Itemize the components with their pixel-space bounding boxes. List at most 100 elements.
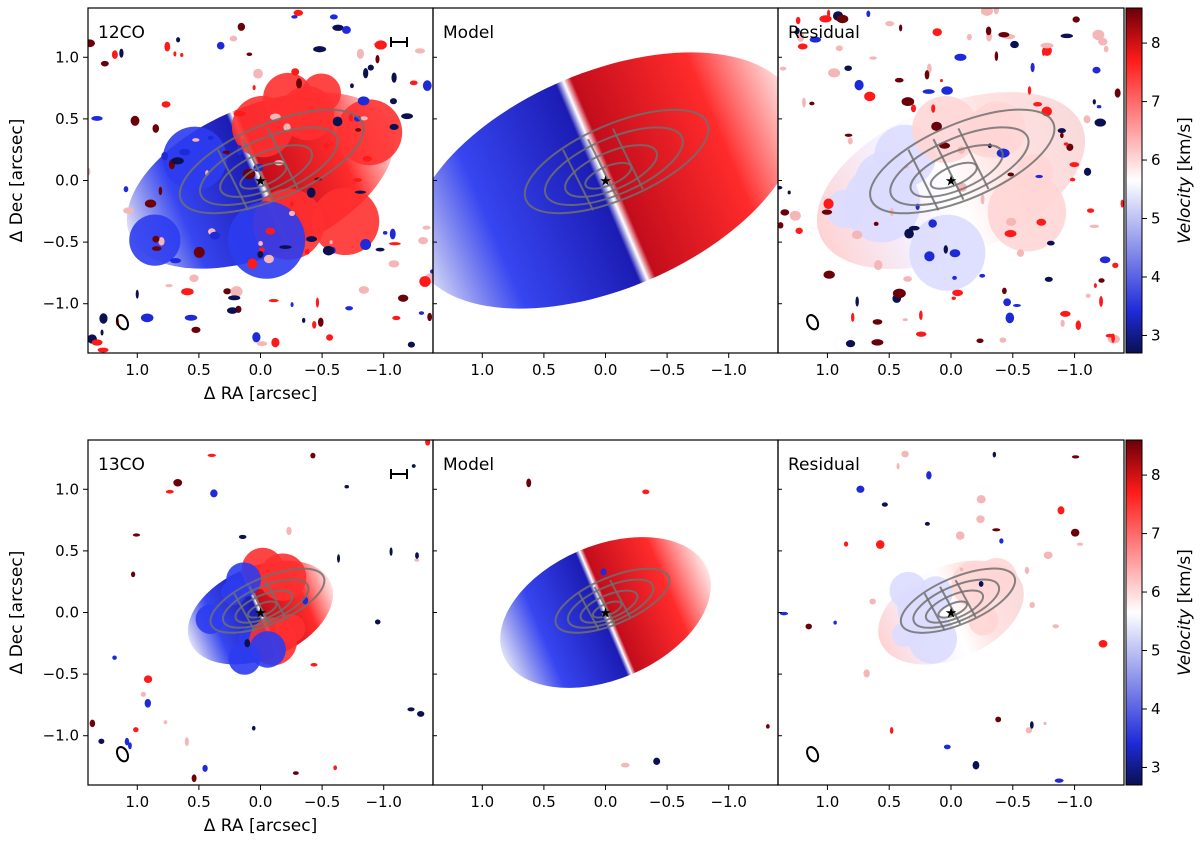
noise-blob	[257, 250, 264, 258]
noise-blob	[1013, 303, 1021, 308]
x-tick-label: −1.0	[365, 793, 401, 811]
colorbar-tick-label: 3	[1151, 326, 1161, 344]
noise-blob	[228, 295, 241, 301]
x-tick-label: 0.0	[939, 793, 963, 811]
noise-blob	[389, 123, 399, 131]
emission-region	[500, 537, 711, 688]
disk-ring	[869, 108, 1056, 215]
disk-ring	[566, 578, 655, 629]
noise-blob	[130, 115, 140, 126]
noise-blob	[954, 53, 967, 61]
emission-lobe	[1016, 153, 1054, 191]
noise-blob	[924, 251, 935, 262]
noise-blob	[809, 36, 822, 43]
noise-blob	[407, 707, 415, 712]
noise-blob	[1005, 217, 1017, 227]
star-marker: ★	[254, 174, 267, 190]
noise-blob	[903, 276, 912, 282]
noise-blob	[411, 464, 416, 468]
noise-blob	[789, 210, 801, 221]
noise-blob	[304, 248, 310, 255]
noise-blob	[230, 286, 243, 297]
noise-blob	[1036, 218, 1047, 226]
panel-label: Model	[443, 23, 494, 43]
noise-blob	[1063, 142, 1069, 146]
noise-blob	[184, 737, 189, 747]
colorbar-tick-label: 4	[1151, 700, 1161, 718]
noise-blob	[207, 453, 216, 458]
noise-blob	[766, 724, 770, 729]
panel-label: Residual	[788, 455, 860, 475]
noise-blob	[131, 571, 136, 578]
noise-blob	[919, 310, 923, 321]
noise-blob	[289, 201, 294, 207]
noise-blob	[258, 240, 263, 247]
noise-blob	[1096, 105, 1102, 109]
noise-blob	[864, 91, 876, 102]
disk-ring	[579, 589, 639, 624]
noise-blob	[835, 45, 843, 52]
noise-blob	[263, 254, 274, 264]
noise-blob	[329, 14, 338, 20]
noise-blob	[1060, 319, 1065, 328]
noise-blob	[143, 675, 153, 683]
noise-blob	[1010, 40, 1019, 49]
noise-blob	[926, 471, 932, 480]
noise-blob	[391, 72, 397, 83]
noise-blob	[1029, 721, 1034, 729]
noise-blob	[417, 711, 425, 717]
x-tick-label: 0.5	[877, 793, 901, 811]
noise-blob	[407, 341, 415, 348]
panel-content: ★	[500, 478, 770, 768]
colorbar-title: Velocity [km/s]	[1175, 117, 1195, 244]
noise-blob	[306, 236, 318, 242]
noise-blob	[1030, 62, 1035, 73]
noise-blob	[943, 744, 951, 750]
noise-blob	[392, 315, 401, 321]
colorbar-tick-label: 8	[1151, 466, 1161, 484]
disk-ring	[564, 144, 659, 198]
x-tick-label: −1.0	[365, 361, 401, 379]
y-tick-label: −0.5	[43, 665, 79, 683]
disk-ring	[198, 126, 339, 207]
noise-blob	[787, 190, 791, 195]
noise-blob	[165, 284, 173, 288]
noise-blob	[423, 277, 431, 283]
x-tick-label: 0.0	[939, 361, 963, 379]
noise-blob	[980, 8, 993, 16]
disk-spoke	[578, 592, 601, 631]
noise-blob	[357, 96, 370, 106]
noise-blob	[871, 339, 884, 346]
noise-blob	[1001, 287, 1007, 295]
noise-blob	[176, 37, 181, 43]
x-tick-label: 1.0	[815, 793, 839, 811]
noise-blob	[797, 43, 808, 50]
noise-blob	[362, 156, 372, 162]
noise-blob	[653, 757, 661, 766]
x-tick-label: 1.0	[470, 793, 494, 811]
colorbar-12co: 3 4 5 6 7 8 Velocity [km/s]	[1125, 7, 1195, 354]
noise-blob	[367, 64, 374, 71]
panel-label: Model	[443, 455, 494, 475]
x-tick-label: −0.5	[649, 793, 685, 811]
noise-blob	[91, 339, 103, 346]
noise-blob	[931, 104, 936, 113]
noise-blob	[976, 515, 985, 524]
colorbar-gradient	[1125, 7, 1143, 354]
x-tick-label: 0.5	[187, 361, 211, 379]
noise-blob	[869, 598, 876, 605]
noise-blob	[345, 306, 354, 311]
disk-ring	[178, 108, 365, 215]
noise-blob	[809, 101, 815, 106]
noise-blob	[342, 26, 351, 34]
noise-blob	[401, 113, 414, 120]
beam-ellipse	[115, 314, 130, 331]
noise-blob	[805, 623, 812, 630]
noise-blob	[875, 540, 885, 549]
noise-blob	[994, 51, 999, 61]
noise-blob	[1092, 29, 1105, 41]
noise-blob	[931, 121, 942, 131]
noise-blob	[902, 318, 908, 322]
noise-blob	[193, 246, 205, 258]
noise-blob	[966, 33, 972, 41]
